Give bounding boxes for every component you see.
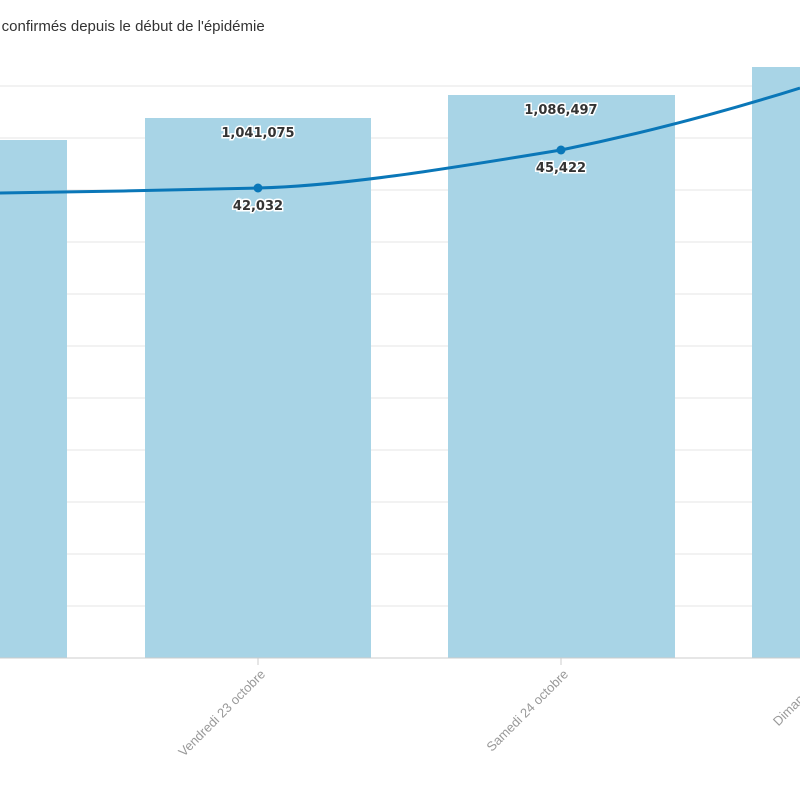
series-line xyxy=(0,86,800,195)
chart-title: s confirmés depuis le début de l'épidémi… xyxy=(0,18,265,35)
line-label-samedi: 45,422 xyxy=(536,161,586,176)
x-tick-label-dimanche: Diman xyxy=(770,692,800,729)
bar-vendredi-23-octobre xyxy=(145,118,371,658)
line-point-vendredi xyxy=(253,183,263,193)
bar-partial-right xyxy=(752,67,800,658)
line-label-vendredi: 42,032 xyxy=(233,199,283,214)
bar-partial-left xyxy=(0,140,67,658)
line-point-samedi xyxy=(556,145,566,155)
gridlines xyxy=(0,85,800,607)
x-tick-label-vendredi: Vendredi 23 octobre xyxy=(175,667,268,760)
bar-label-samedi: 1,086,497 xyxy=(524,103,597,118)
bars xyxy=(0,67,800,658)
bar-samedi-24-octobre xyxy=(448,95,675,658)
x-tick-label-samedi: Samedi 24 octobre xyxy=(483,667,571,755)
bar-label-vendredi: 1,041,075 xyxy=(221,126,294,141)
x-ticks xyxy=(257,658,562,665)
